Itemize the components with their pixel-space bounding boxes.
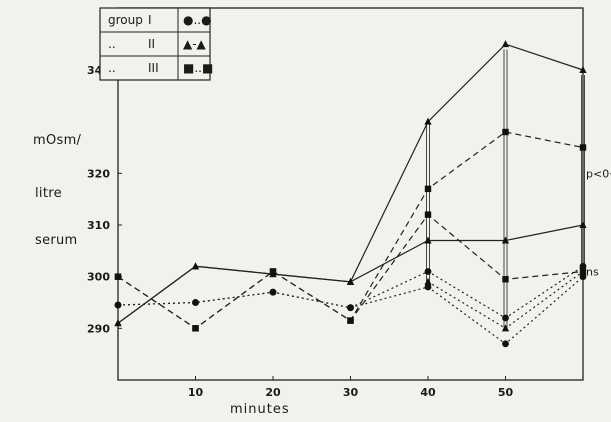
legend-label: .. [108, 37, 116, 51]
legend-group-number: III [148, 61, 159, 75]
x-tick-label: 40 [420, 386, 436, 399]
data-point-circle [579, 273, 587, 281]
y-tick-label: 320 [87, 167, 110, 180]
x-axis-label: minutes [230, 402, 290, 417]
series-markers [114, 40, 587, 348]
annotation-label: p<0·001 [586, 167, 611, 180]
data-point-circle [502, 340, 509, 348]
data-point-circle [192, 299, 199, 306]
y-axis-label-line-1: mOsm/ [33, 133, 82, 148]
annotations: p<0·001 ns [586, 167, 611, 278]
y-axis-label-line-2: litre [35, 186, 62, 201]
data-point-circle [502, 314, 509, 322]
data-point-square [114, 273, 122, 280]
data-point-square [269, 268, 277, 275]
series-lines [117, 43, 584, 345]
data-point-triangle [346, 277, 355, 285]
legend-box [99, 7, 211, 81]
significance-bars [426, 49, 585, 329]
data-point-triangle [424, 236, 432, 244]
data-point-triangle [114, 319, 122, 327]
x-tick-label: 10 [188, 386, 204, 399]
y-tick-label: 290 [87, 322, 110, 335]
y-tick-label: 310 [87, 219, 110, 232]
data-point-square [579, 268, 587, 275]
legend: group I ●..●.. II ▲-▲.. III ■..■ [99, 7, 213, 81]
data-point-circle [424, 283, 432, 291]
data-point-triangle [191, 262, 200, 270]
data-point-triangle [424, 117, 432, 125]
legend-group-number: I [148, 13, 152, 27]
x-tick-label: 20 [265, 386, 281, 399]
data-point-circle [269, 288, 277, 296]
data-point-square [502, 128, 509, 136]
data-point-square [502, 276, 509, 283]
data-point-triangle [501, 236, 510, 244]
data-point-square [579, 144, 587, 151]
data-point-square [347, 317, 354, 324]
x-tick-label: 50 [498, 386, 514, 399]
data-point-triangle [501, 40, 510, 48]
annotation-label: ns [586, 266, 599, 279]
data-point-triangle [579, 221, 587, 228]
y-axis-label-line-3: serum [35, 233, 78, 248]
data-point-circle [347, 304, 354, 312]
data-point-triangle [501, 324, 510, 332]
data-point-circle [114, 301, 122, 309]
data-point-circle [424, 268, 432, 275]
data-point-square [424, 185, 432, 193]
data-point-circle [579, 262, 587, 270]
legend-label: .. [108, 61, 116, 75]
data-point-triangle [579, 66, 587, 73]
legend-group-number: II [148, 37, 155, 51]
series-line-square [117, 131, 584, 330]
x-tick-label: 30 [343, 386, 359, 399]
data-point-square [192, 325, 199, 332]
legend-symbol: ■..■ [183, 61, 213, 75]
data-point-square [424, 211, 432, 218]
y-tick-label: 300 [87, 271, 110, 284]
legend-symbol: ▲-▲ [183, 37, 207, 51]
legend-symbol: ●..● [183, 13, 212, 27]
legend-label: group [108, 13, 143, 27]
data-point-triangle [424, 277, 432, 285]
